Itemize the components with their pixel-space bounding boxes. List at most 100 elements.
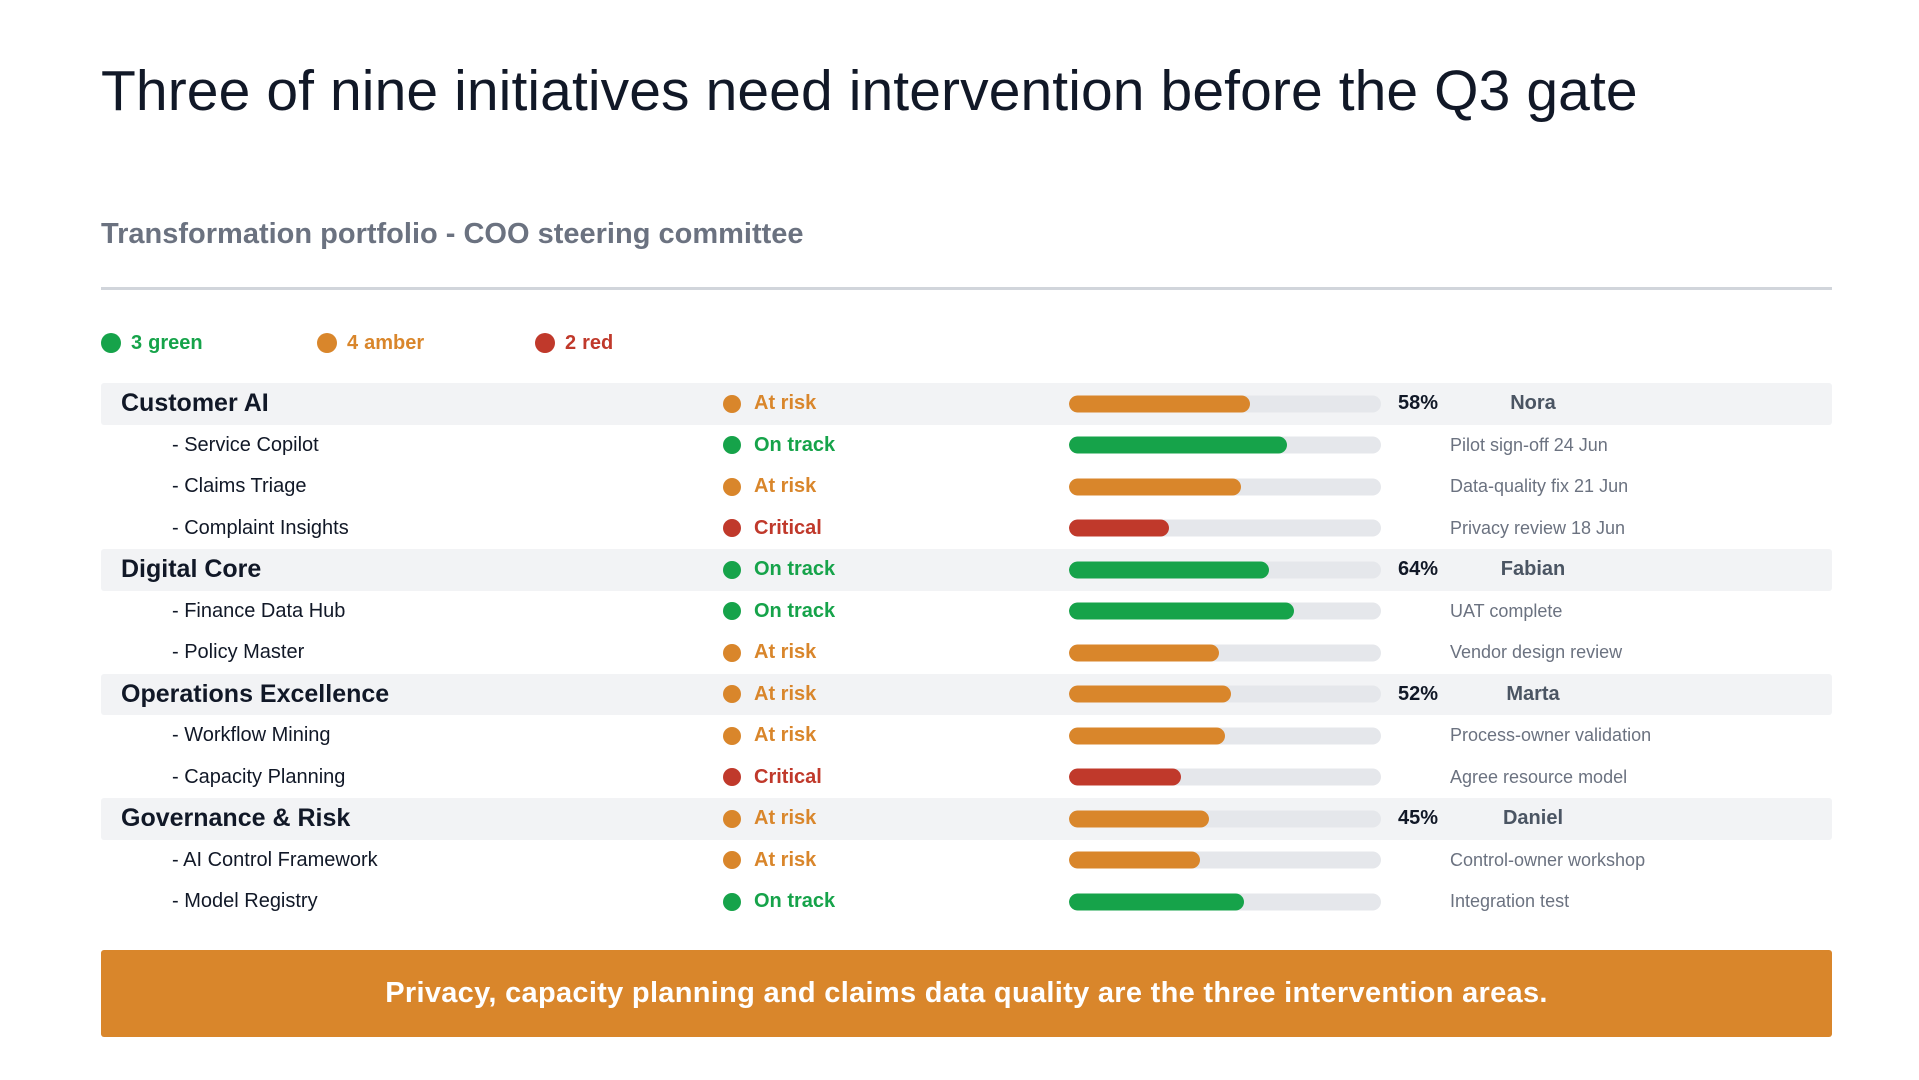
status-indicator: At risk <box>723 715 816 757</box>
status-dot-icon <box>723 726 741 745</box>
legend-red: 2 red <box>535 329 613 357</box>
initiative-row: - AI Control Framework At risk Control-own… <box>101 840 1832 882</box>
status-label: At risk <box>754 392 817 415</box>
status-label: On track <box>754 890 836 913</box>
status-dot-icon <box>723 519 741 538</box>
progress-bar <box>1069 685 1381 703</box>
progress-fill <box>1069 436 1288 454</box>
progress-fill <box>1069 561 1269 579</box>
legend-count: 2 <box>565 331 577 354</box>
initiative-row: - Complaint Insights Critical Privacy revi… <box>101 508 1832 550</box>
page-title: Three of nine initiatives need intervent… <box>101 59 1638 123</box>
status-label: On track <box>754 433 836 456</box>
progress-fill <box>1069 727 1225 745</box>
initiative-row: - Capacity Planning Critical Agree resourc… <box>101 757 1832 799</box>
next-step-note: UAT complete <box>1450 600 1563 621</box>
header-divider <box>101 287 1832 290</box>
progress-fill <box>1069 768 1182 786</box>
initiative-row: - Policy Master At risk Vendor design revi… <box>101 632 1832 674</box>
progress-bar <box>1069 893 1381 911</box>
status-dot-icon <box>723 643 741 662</box>
progress-bar <box>1069 644 1381 662</box>
initiative-name: - Complaint Insights <box>172 516 349 539</box>
status-dot-icon <box>723 809 741 828</box>
red-dot-icon <box>535 333 555 353</box>
initiative-name: - Capacity Planning <box>172 765 346 788</box>
initiative-name: - Model Registry <box>172 890 318 913</box>
progress-fill <box>1069 602 1294 620</box>
progress-bar <box>1069 851 1381 869</box>
page-subtitle: Transformation portfolio - COO steering … <box>101 218 804 250</box>
progress-fill <box>1069 810 1210 828</box>
portfolio-table: Customer AI At risk 58% Nora - Service Copil… <box>101 383 1832 923</box>
next-step-note: Agree resource model <box>1450 766 1628 787</box>
status-indicator: On track <box>723 591 835 633</box>
owner-name: Nora <box>1510 392 1556 415</box>
next-step-note: Vendor design review <box>1450 642 1623 663</box>
progress-fill <box>1069 395 1250 413</box>
key-message-banner: Privacy, capacity planning and claims da… <box>101 950 1832 1037</box>
status-label: At risk <box>754 475 817 498</box>
next-step-note: Process-owner validation <box>1450 725 1652 746</box>
next-step-note: Pilot sign-off 24 Jun <box>1450 434 1608 455</box>
legend-label: green <box>148 331 203 354</box>
progress-bar <box>1069 395 1381 413</box>
status-dot-icon <box>723 560 741 579</box>
progress-percent: 58% <box>1398 392 1439 415</box>
progress-fill <box>1069 519 1169 537</box>
status-indicator: At risk <box>723 840 816 882</box>
group-name: Operations Excellence <box>121 679 390 708</box>
group-row: Digital Core On track 64% Fabian <box>101 549 1832 591</box>
status-label: Critical <box>754 516 822 539</box>
initiative-name: - Service Copilot <box>172 433 319 456</box>
status-label: At risk <box>754 848 817 871</box>
initiative-row: - Claims Triage At risk Data-quality fix 2… <box>101 466 1832 508</box>
initiative-row: - Workflow Mining At risk Process-owner va… <box>101 715 1832 757</box>
legend-amber: 4 amber <box>317 329 424 357</box>
progress-fill <box>1069 644 1219 662</box>
status-dot-icon <box>723 768 741 787</box>
progress-fill <box>1069 851 1201 869</box>
status-indicator: On track <box>723 549 835 591</box>
group-row: Operations Excellence At risk 52% Marta <box>101 673 1832 715</box>
status-indicator: On track <box>723 881 835 923</box>
initiative-row: - Service Copilot On track Pilot sign-off … <box>101 425 1832 467</box>
group-name: Governance & Risk <box>121 804 351 833</box>
next-step-note: Data-quality fix 21 Jun <box>1450 476 1629 497</box>
owner-name: Daniel <box>1502 807 1564 830</box>
initiative-row: - Finance Data Hub On track UAT complete <box>101 591 1832 633</box>
progress-percent: 64% <box>1398 558 1439 581</box>
status-indicator: At risk <box>723 632 816 674</box>
status-dot-icon <box>723 436 741 455</box>
legend-count: 4 <box>347 331 359 354</box>
progress-bar <box>1069 561 1381 579</box>
next-step-note: Privacy review 18 Jun <box>1450 517 1626 538</box>
status-label: At risk <box>754 807 817 830</box>
status-indicator: At risk <box>723 466 816 508</box>
status-indicator: At risk <box>723 383 816 425</box>
legend-count: 3 <box>131 331 143 354</box>
status-dot-icon <box>723 602 741 621</box>
progress-fill <box>1069 478 1241 496</box>
status-dot-icon <box>723 851 741 870</box>
next-step-note: Integration test <box>1450 891 1570 912</box>
initiative-row: - Model Registry On track Integration test <box>101 881 1832 923</box>
initiative-name: - AI Control Framework <box>172 848 378 871</box>
progress-bar <box>1069 478 1381 496</box>
status-label: On track <box>754 599 836 622</box>
status-dot-icon <box>723 892 741 911</box>
owner-name: Marta <box>1506 682 1560 705</box>
progress-fill <box>1069 893 1244 911</box>
initiative-name: - Workflow Mining <box>172 724 331 747</box>
status-dot-icon <box>723 394 741 413</box>
group-row: Governance & Risk At risk 45% Daniel <box>101 798 1832 840</box>
status-indicator: On track <box>723 425 835 467</box>
green-dot-icon <box>101 333 121 353</box>
status-dot-icon <box>723 685 741 704</box>
progress-bar <box>1069 519 1381 537</box>
amber-dot-icon <box>317 333 337 353</box>
status-indicator: Critical <box>723 508 822 550</box>
progress-bar <box>1069 602 1381 620</box>
status-dot-icon <box>723 477 741 496</box>
